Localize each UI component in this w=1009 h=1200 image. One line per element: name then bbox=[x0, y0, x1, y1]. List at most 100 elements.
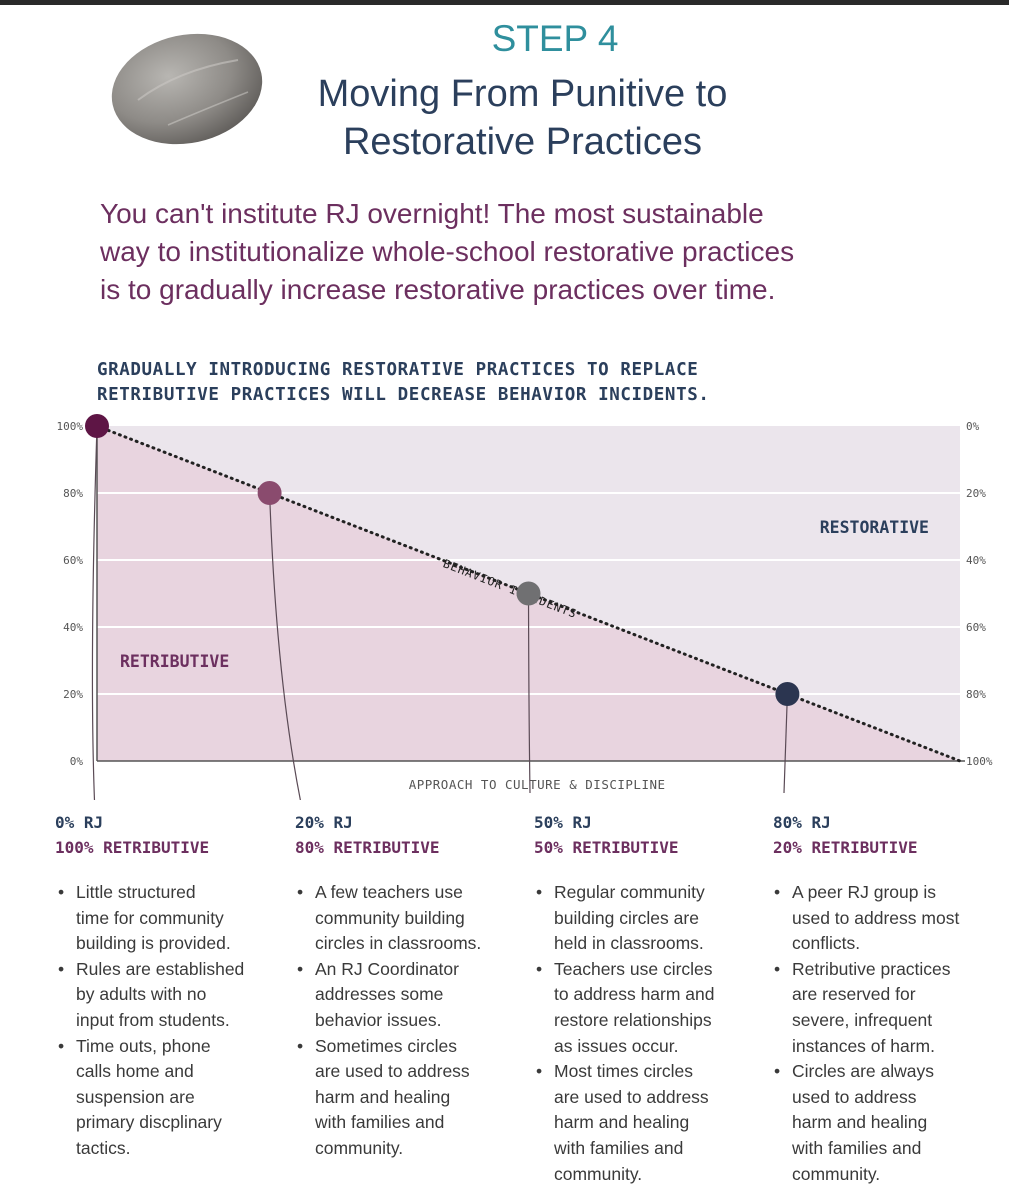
bullet-line: tactics. bbox=[76, 1137, 131, 1158]
data-point bbox=[516, 581, 541, 606]
column-heading-rj: 80% RJ bbox=[773, 813, 831, 832]
bullet-item: A few teachers use community building circ… bbox=[295, 880, 505, 957]
bullet-line: used to address bbox=[792, 1086, 917, 1107]
bullet-item: Rules are established by adults with no in… bbox=[56, 957, 266, 1034]
bullet-line: Teachers use circles bbox=[554, 958, 713, 979]
leader-line bbox=[527, 593, 531, 794]
data-point bbox=[775, 682, 800, 706]
data-point bbox=[85, 414, 109, 438]
chart-title-line: RETRIBUTIVE PRACTICES WILL DECREASE BEHA… bbox=[97, 385, 710, 405]
bullet-line: with families and bbox=[315, 1112, 445, 1133]
bullet-item: A peer RJ group is used to address most co… bbox=[772, 880, 982, 957]
leader-line bbox=[783, 693, 788, 794]
column-heading-retributive: 100% RETRIBUTIVE bbox=[55, 838, 210, 857]
bullet-item: Regular community building circles are hel… bbox=[534, 880, 744, 957]
intro-line: You can't institute RJ overnight! The mo… bbox=[100, 198, 764, 229]
retributive-label: RETRIBUTIVE bbox=[120, 652, 229, 671]
column-bullet-list: A peer RJ group is used to address most co… bbox=[772, 880, 982, 1187]
bullet-line: circles in classrooms. bbox=[315, 933, 482, 954]
x-axis-label: APPROACH TO CULTURE & DISCIPLINE bbox=[409, 777, 666, 792]
bullet-line: suspension are bbox=[76, 1086, 195, 1107]
column-heading-retributive: 50% RETRIBUTIVE bbox=[534, 838, 679, 857]
bullet-line: Circles are always bbox=[792, 1061, 934, 1082]
page-title: Moving From Punitive to Restorative Prac… bbox=[250, 70, 795, 166]
left-tick-label: 80% bbox=[63, 487, 83, 500]
bullet-line: community. bbox=[792, 1163, 881, 1184]
left-tick-label: 100% bbox=[57, 420, 84, 433]
bullet-line: to address harm and bbox=[554, 984, 715, 1005]
bullet-line: instances of harm. bbox=[792, 1035, 935, 1056]
bullet-item: An RJ Coordinator addresses some behavior … bbox=[295, 957, 505, 1034]
bullet-line: conflicts. bbox=[792, 933, 861, 954]
bullet-line: with families and bbox=[554, 1137, 684, 1158]
bullet-line: community building bbox=[315, 907, 465, 928]
intro-line: is to gradually increase restorative pra… bbox=[100, 274, 776, 305]
bullet-item: Circles are always used to address harm an… bbox=[772, 1059, 982, 1187]
left-tick-label: 20% bbox=[63, 688, 83, 701]
column-heading-rj: 20% RJ bbox=[295, 813, 353, 832]
bullet-line: building is provided. bbox=[76, 933, 231, 954]
column-heading-retributive: 20% RETRIBUTIVE bbox=[773, 838, 918, 857]
step-label: STEP 4 bbox=[491, 18, 619, 59]
right-tick-label: 80% bbox=[966, 688, 986, 701]
bullet-line: used to address most bbox=[792, 907, 960, 928]
bullet-line: time for community bbox=[76, 907, 224, 928]
right-tick-label: 20% bbox=[966, 487, 986, 500]
left-tick-label: 0% bbox=[70, 755, 84, 768]
bullet-line: Time outs, phone bbox=[76, 1035, 211, 1056]
bullet-item: Little structured time for community build… bbox=[56, 880, 266, 957]
bullet-line: calls home and bbox=[76, 1061, 194, 1082]
column-heading: 80% RJ 20% RETRIBUTIVE bbox=[773, 810, 918, 860]
column-bullet-list: A few teachers use community building circ… bbox=[295, 880, 505, 1162]
bullet-line: primary discplinary bbox=[76, 1112, 222, 1133]
left-tick-label: 40% bbox=[63, 621, 83, 634]
bullet-item: Retributive practices are reserved for sev… bbox=[772, 957, 982, 1059]
bullet-line: A peer RJ group is bbox=[792, 882, 936, 902]
left-tick-label: 60% bbox=[63, 554, 83, 567]
bullet-line: Sometimes circles bbox=[315, 1035, 457, 1056]
bullet-line: by adults with no bbox=[76, 984, 207, 1005]
column-bullet-list: Regular community building circles are hel… bbox=[534, 880, 744, 1187]
title-line: Restorative Practices bbox=[342, 121, 702, 163]
column-heading: 0% RJ 100% RETRIBUTIVE bbox=[55, 810, 209, 860]
intro-line: way to institutionalize whole-school res… bbox=[100, 236, 795, 267]
bullet-line: behavior issues. bbox=[315, 1009, 442, 1030]
bullet-item: Time outs, phone calls home and suspension… bbox=[56, 1034, 266, 1162]
right-tick-label: 60% bbox=[966, 621, 986, 634]
bullet-item: Most times circles are used to address har… bbox=[534, 1059, 744, 1187]
bullet-line: input from students. bbox=[76, 1009, 230, 1030]
stone-image bbox=[111, 33, 263, 145]
column-heading-retributive: 80% RETRIBUTIVE bbox=[295, 838, 440, 857]
column-heading-rj: 50% RJ bbox=[534, 813, 592, 832]
bullet-line: are reserved for bbox=[792, 984, 916, 1005]
bullet-line: are used to address bbox=[554, 1086, 709, 1107]
top-border bbox=[0, 0, 1009, 5]
bullet-line: addresses some bbox=[315, 984, 444, 1005]
bullet-line: Regular community bbox=[554, 882, 705, 902]
bullet-line: severe, infrequent bbox=[792, 1009, 933, 1030]
bullet-line: harm and healing bbox=[554, 1112, 690, 1133]
bullet-item: Sometimes circles are used to address harm… bbox=[295, 1034, 505, 1162]
restorative-label: RESTORATIVE bbox=[820, 518, 929, 537]
chart-title: GRADUALLY INTRODUCING RESTORATIVE PRACTI… bbox=[97, 358, 957, 408]
column-heading: 50% RJ 50% RETRIBUTIVE bbox=[534, 810, 679, 860]
right-tick-label: 40% bbox=[966, 554, 986, 567]
intro-text: You can't institute RJ overnight! The mo… bbox=[100, 195, 950, 309]
leader-line bbox=[269, 492, 301, 800]
column-bullet-list: Little structured time for community build… bbox=[56, 880, 266, 1162]
right-tick-label: 100% bbox=[966, 755, 993, 768]
bullet-item: Teachers use circles to address harm and r… bbox=[534, 957, 744, 1059]
bullet-line: as issues occur. bbox=[554, 1035, 679, 1056]
bullet-line: held in classrooms. bbox=[554, 933, 704, 954]
column-heading-rj: 0% RJ bbox=[55, 813, 104, 832]
bullet-line: are used to address bbox=[315, 1061, 470, 1082]
rj-chart: 0% 20% 40% 60% 80% 100% 100% 80% 60% 40% 20% 0% RETR… bbox=[57, 414, 993, 800]
bullet-line: A few teachers use bbox=[315, 882, 463, 902]
bullet-line: with families and bbox=[792, 1137, 922, 1158]
bullet-line: building circles are bbox=[554, 907, 699, 928]
bullet-line: restore relationships bbox=[554, 1009, 712, 1030]
leader-line bbox=[91, 425, 98, 800]
bullet-line: An RJ Coordinator bbox=[315, 958, 459, 979]
chart-title-line: GRADUALLY INTRODUCING RESTORATIVE PRACTI… bbox=[97, 360, 699, 380]
right-tick-label: 0% bbox=[966, 420, 980, 433]
